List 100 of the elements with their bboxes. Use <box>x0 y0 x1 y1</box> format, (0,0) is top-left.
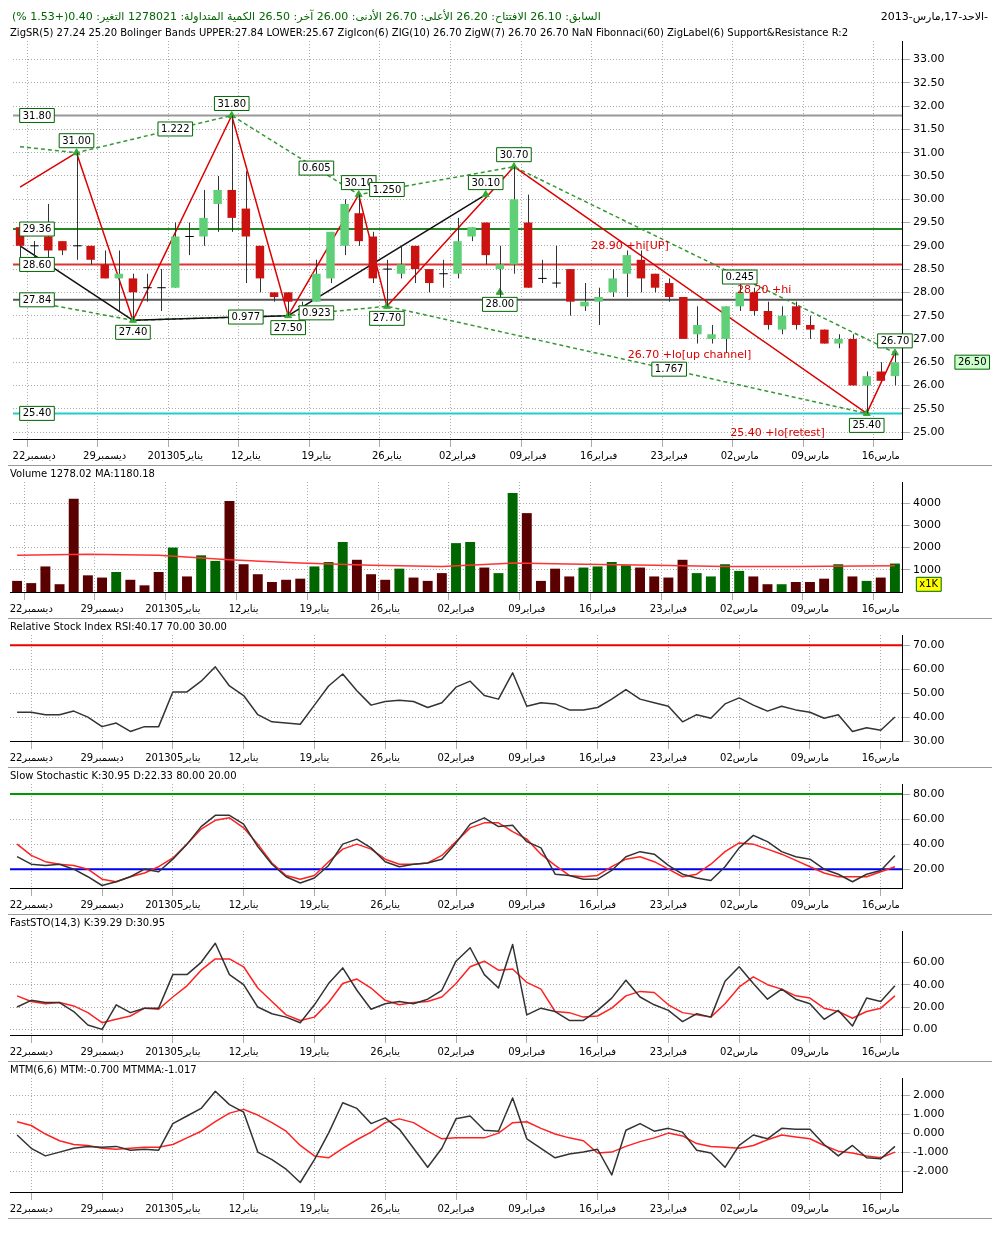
y-tick-label: 25.50 <box>913 401 945 415</box>
y-tick-label: 33.00 <box>913 52 945 66</box>
x-tick-label: 09مارس <box>790 1202 830 1214</box>
x-tick-label: 09مارس <box>790 898 830 910</box>
x-tick-label: 02فبراير <box>437 1045 475 1057</box>
bar <box>606 562 617 592</box>
x-tick-label: 09فبراير <box>508 1202 546 1214</box>
bar <box>663 577 674 592</box>
x-tick-label: 29ديسمبر <box>80 1045 124 1057</box>
bar <box>507 493 518 592</box>
bar <box>210 560 221 592</box>
y-tick-label: 1.000 <box>913 1106 945 1120</box>
bar <box>550 568 561 592</box>
annotation: 0.605 <box>302 162 331 174</box>
y-tick-label: 0.00 <box>913 1022 938 1036</box>
annotation: 25.40 +lo[retest] <box>730 425 825 439</box>
ref-line-label: 29.36 <box>22 223 52 235</box>
x-tick-label: 201305يناير <box>145 898 201 910</box>
y-tick-label: -1.000 <box>913 1144 949 1158</box>
data-label: 31.80 <box>217 97 247 109</box>
candlestick <box>184 222 195 256</box>
y-tick-label: 60.00 <box>913 811 945 825</box>
bar <box>635 567 646 592</box>
point <box>72 148 81 156</box>
candlestick <box>156 268 167 312</box>
x-tick-label: 29ديسمبر <box>80 602 124 614</box>
x-tick-label: 02فبراير <box>437 751 475 763</box>
bar <box>182 576 192 592</box>
bar <box>720 564 730 592</box>
y-tick-label: 29.00 <box>913 238 945 252</box>
x-tick-label: 29ديسمبر <box>83 449 127 461</box>
bar <box>436 573 447 592</box>
point <box>862 408 871 416</box>
candlestick <box>283 291 293 317</box>
bar <box>394 568 405 592</box>
candlestick <box>199 189 208 247</box>
chart-title: Volume 1278.02 MA:1180.18 <box>10 467 155 479</box>
y-tick-label: 26.50 <box>913 355 945 369</box>
candlestick <box>425 268 434 293</box>
x-tick-label: 26يناير <box>370 751 401 763</box>
x-tick-label: 02فبراير <box>437 602 475 614</box>
x-tick-label: 09فبراير <box>508 1045 546 1057</box>
bar <box>295 578 306 592</box>
candlestick <box>806 315 815 340</box>
x-tick-label: 201305يناير <box>145 751 201 763</box>
x-tick-label: 19يناير <box>299 751 330 763</box>
bar <box>691 573 702 592</box>
y-tick-label: 28.00 <box>913 285 945 299</box>
ref-line-label: 28.60 <box>22 258 52 270</box>
x-tick-label: 16فبراير <box>579 1202 617 1214</box>
bar <box>536 580 546 592</box>
ref-line-label: 27.84 <box>22 293 52 305</box>
annotation: 1.250 <box>372 183 402 195</box>
bar <box>790 582 801 592</box>
y-tick-label: 32.00 <box>913 99 945 113</box>
ref-line-label: 25.40 <box>22 407 52 419</box>
data-label: 31.00 <box>62 134 91 146</box>
candlestick <box>664 277 674 303</box>
bar <box>54 584 65 592</box>
annotation: 28.90 +hi[UP] <box>591 238 669 252</box>
x-tick-label: 02مارس <box>720 602 759 614</box>
y-tick-label: 1000 <box>913 562 941 576</box>
y-tick-label: 25.00 <box>913 424 945 438</box>
chart-title: Slow Stochastic K:30.95 D:22.33 80.00 20.00 <box>10 769 237 781</box>
point <box>481 190 490 198</box>
bar <box>281 579 292 592</box>
point <box>128 315 137 323</box>
bar <box>97 577 107 592</box>
x-tick-label: 23فبراير <box>649 1202 688 1214</box>
y-tick-label: 80.00 <box>913 786 945 800</box>
bar <box>111 572 122 592</box>
bar <box>167 547 178 592</box>
data-label: 25.40 <box>852 419 882 431</box>
x-tick-label: 22ديسمبر <box>9 1045 53 1057</box>
candlestick <box>537 259 548 284</box>
candlestick <box>100 249 109 279</box>
x-tick-label: 09فبراير <box>508 751 546 763</box>
y-tick-label: 31.00 <box>913 145 945 159</box>
candlestick <box>410 245 420 284</box>
x-tick-label: 16فبراير <box>579 602 617 614</box>
candlestick <box>636 249 646 293</box>
x-tick-label: 16فبراير <box>580 449 618 461</box>
y-tick-label: 20.00 <box>913 862 945 876</box>
y-tick-label: 40.00 <box>913 837 945 850</box>
data-label: 27.40 <box>118 326 148 338</box>
x-tick-label: 16مارس <box>861 1045 900 1057</box>
x-tick-label: 02مارس <box>720 1202 759 1214</box>
x-tick-label: 23فبراير <box>649 1045 688 1057</box>
x-tick-label: 02مارس <box>720 449 759 461</box>
candlestick <box>128 273 138 321</box>
bar <box>833 564 844 592</box>
data-label: 27.50 <box>273 321 303 333</box>
x-tick-label: 201305يناير <box>145 1045 201 1057</box>
x-tick-label: 16مارس <box>861 1202 900 1214</box>
y-tick-label: -2.000 <box>913 1163 949 1177</box>
y-tick-label: 50.00 <box>913 686 945 699</box>
x-tick-label: 201305يناير <box>145 602 201 614</box>
x-tick-label: 02مارس <box>720 1045 759 1057</box>
chart-title: MTM(6,6) MTM:-0.700 MTMMA:-1.017 <box>10 1063 197 1075</box>
bar <box>351 559 362 592</box>
